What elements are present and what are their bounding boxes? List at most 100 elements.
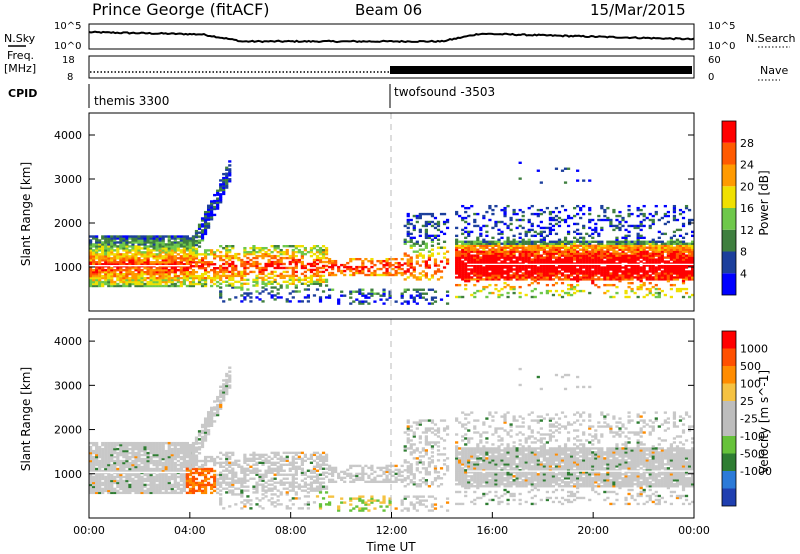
power-cell (563, 256, 568, 259)
power-cell (515, 258, 519, 261)
power-cell (524, 256, 528, 259)
power-cell (382, 290, 386, 293)
power-cell (436, 252, 441, 255)
power-cell (663, 276, 667, 279)
power-cell (228, 164, 232, 167)
power-cell (89, 249, 93, 252)
power-cell (442, 240, 447, 243)
power-cell (200, 263, 205, 266)
power-cell (473, 272, 477, 275)
velocity-cell (194, 481, 199, 485)
power-cell (131, 270, 135, 274)
velocity-cell (155, 449, 159, 453)
power-cell (609, 274, 613, 277)
power-cell (430, 254, 435, 257)
velocity-cell (170, 475, 174, 479)
power-cell (482, 240, 486, 243)
power-cell (213, 274, 217, 278)
power-cell (594, 226, 598, 230)
power-cell (167, 263, 171, 266)
power-cell (554, 242, 559, 245)
power-cell (566, 293, 571, 297)
power-cell (309, 264, 314, 268)
power-cell (669, 278, 674, 281)
power-cell (566, 250, 571, 253)
velocity-cell (170, 483, 174, 487)
power-cell (470, 248, 474, 251)
power-cell (116, 268, 120, 272)
power-cell (591, 250, 595, 253)
power-cell (355, 257, 359, 261)
power-cell (119, 245, 123, 248)
power-cell (149, 280, 153, 284)
velocity-cell (128, 451, 132, 455)
power-cell (131, 243, 135, 246)
velocity-cell (107, 477, 111, 481)
power-cell (533, 230, 537, 234)
velocity-cell (158, 463, 162, 467)
power-cell (206, 224, 211, 227)
power-cell (548, 268, 553, 271)
power-cell (197, 223, 202, 226)
velocity-cell (128, 485, 132, 489)
power-cell (264, 250, 268, 254)
power-cell (579, 232, 583, 236)
power-cell (113, 253, 117, 256)
power-cell (149, 251, 153, 254)
velocity-cell (149, 443, 153, 447)
power-cell (675, 287, 680, 291)
power-cell (582, 254, 586, 257)
power-cell (116, 276, 120, 280)
power-cell (185, 249, 190, 252)
power-cell (636, 246, 640, 249)
power-cell (464, 266, 468, 269)
power-cell (557, 224, 562, 228)
power-cell (476, 254, 480, 257)
power-cell (642, 248, 646, 251)
velocity-cell (101, 483, 105, 487)
power-cell (128, 235, 132, 238)
power-cell (213, 201, 217, 205)
power-cell (648, 270, 652, 273)
velocity-cell (185, 441, 190, 445)
power-cell (439, 230, 444, 234)
power-cell (536, 256, 540, 259)
power-cell (185, 239, 190, 242)
velocity-cell (146, 443, 150, 447)
velocity-cell (134, 463, 138, 467)
power-cell (119, 237, 123, 240)
power-cell (104, 278, 108, 282)
power-cell (603, 252, 607, 255)
power-cell (509, 216, 513, 220)
power-cell (219, 264, 223, 268)
velocity-cell (158, 481, 162, 485)
power-cell (95, 243, 99, 246)
velocity-cell (161, 463, 165, 467)
power-cell (188, 237, 193, 240)
power-cell (197, 265, 202, 268)
power-cell (155, 245, 159, 248)
power-cell (134, 278, 138, 282)
velocity-cell (210, 416, 214, 420)
velocity-cell (182, 489, 186, 493)
velocity-cell (188, 483, 193, 487)
power-cell (684, 266, 689, 269)
velocity-cell (128, 447, 132, 451)
velocity-cell (161, 451, 165, 455)
power-cell (170, 267, 174, 270)
power-cell (191, 246, 196, 249)
power-cell (107, 268, 111, 272)
power-cell (678, 212, 683, 216)
velocity-cell (219, 401, 223, 404)
power-cell (158, 282, 162, 286)
power-cell (491, 258, 495, 261)
power-cell (179, 259, 183, 262)
velocity-cell (203, 479, 208, 483)
power-cell (582, 276, 586, 279)
power-cell (479, 226, 483, 230)
power-cell (461, 260, 465, 263)
power-cell (591, 266, 595, 269)
power-cell (464, 240, 468, 243)
velocity-cell (191, 464, 196, 468)
power-cell (421, 224, 425, 228)
